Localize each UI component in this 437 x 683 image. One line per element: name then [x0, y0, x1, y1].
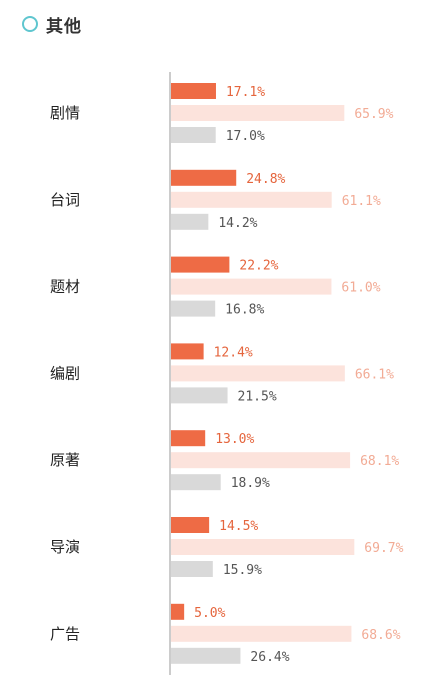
bar	[171, 517, 210, 533]
data-label: 68.1%	[360, 454, 399, 469]
chart-header: 其他	[22, 11, 82, 37]
bar	[171, 603, 185, 620]
data-label: 12.4%	[214, 345, 253, 360]
category-label: 导演	[50, 538, 80, 556]
data-label: 61.1%	[342, 194, 381, 209]
bar	[171, 430, 206, 447]
data-label: 5.0%	[194, 606, 225, 621]
category-label: 编剧	[50, 364, 80, 382]
data-label: 15.9%	[223, 563, 262, 578]
data-label: 21.5%	[238, 389, 277, 404]
data-label: 26.4%	[250, 650, 289, 665]
bar	[171, 539, 355, 555]
bar	[171, 387, 228, 404]
bar	[171, 474, 221, 491]
category-label: 台词	[50, 191, 80, 209]
data-label: 22.2%	[239, 259, 278, 274]
data-label: 17.0%	[226, 129, 265, 144]
data-label: 14.5%	[219, 519, 258, 534]
bar	[171, 127, 216, 143]
category-label: 原著	[50, 451, 80, 469]
data-label: 24.8%	[246, 172, 285, 187]
bar	[171, 300, 216, 317]
data-label: 61.0%	[341, 281, 380, 296]
bar	[171, 647, 241, 664]
bar	[171, 365, 345, 382]
bar	[171, 256, 230, 273]
category-label: 剧情	[50, 104, 80, 122]
data-label: 13.0%	[215, 432, 254, 447]
data-label: 65.9%	[354, 107, 393, 122]
chart-title: 其他	[46, 16, 82, 37]
bar	[171, 625, 352, 642]
bar	[171, 278, 332, 295]
data-label: 16.8%	[225, 303, 264, 318]
data-label: 66.1%	[355, 367, 394, 382]
data-label: 18.9%	[231, 476, 270, 491]
bar	[171, 191, 332, 208]
data-label: 14.2%	[218, 216, 257, 231]
bar	[171, 213, 209, 230]
data-label: 17.1%	[226, 85, 265, 100]
bar	[171, 561, 213, 577]
bar	[171, 343, 204, 360]
category-label: 题材	[50, 278, 80, 296]
category-label: 广告	[50, 625, 80, 643]
bar	[171, 452, 351, 469]
circle-outline-icon	[22, 16, 38, 32]
data-label: 68.6%	[361, 628, 400, 643]
data-label: 69.7%	[364, 541, 403, 556]
bar	[171, 83, 216, 99]
bar	[171, 169, 237, 186]
bar	[171, 105, 345, 121]
